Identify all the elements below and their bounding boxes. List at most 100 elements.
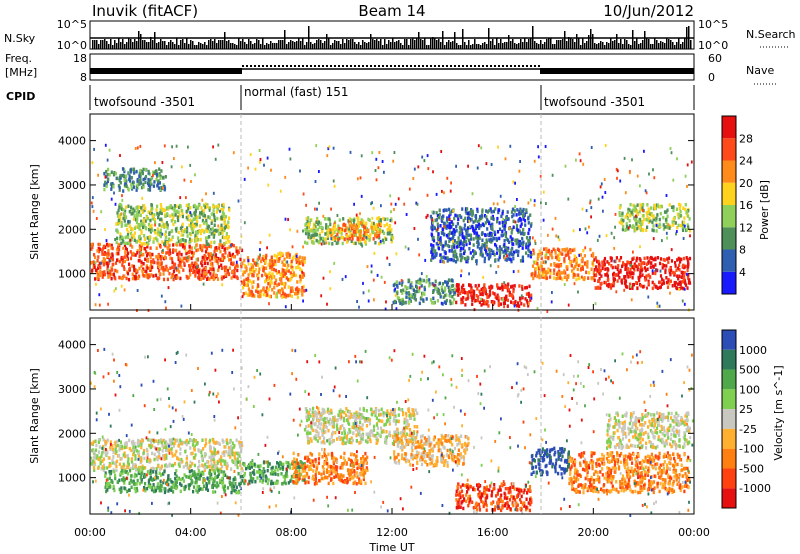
data-cell xyxy=(585,270,588,275)
data-cell xyxy=(444,301,447,305)
data-cell xyxy=(499,302,502,306)
nsky-bar xyxy=(576,34,578,49)
data-cell xyxy=(561,252,564,256)
data-cell xyxy=(129,179,132,183)
data-cell xyxy=(639,245,641,249)
data-cell xyxy=(176,456,179,461)
data-cell xyxy=(483,287,487,291)
data-cell xyxy=(157,230,160,234)
data-cell xyxy=(139,439,142,444)
data-cell xyxy=(649,275,652,279)
data-cell xyxy=(516,304,519,308)
data-cell xyxy=(372,237,375,241)
data-cell xyxy=(459,241,462,246)
data-cell xyxy=(108,252,111,257)
data-cell xyxy=(180,457,183,462)
data-cell xyxy=(507,238,510,242)
data-cell xyxy=(655,218,658,223)
data-cell xyxy=(274,281,277,285)
data-cell xyxy=(225,464,228,469)
data-cell xyxy=(142,274,145,278)
data-cell xyxy=(650,256,654,261)
data-cell xyxy=(142,267,145,271)
data-cell xyxy=(172,243,175,247)
data-cell xyxy=(687,273,690,277)
data-cell xyxy=(477,242,480,246)
data-cell xyxy=(610,231,613,235)
data-cell xyxy=(177,205,181,210)
nsky-bar xyxy=(242,39,244,49)
data-cell xyxy=(213,223,216,227)
data-cell xyxy=(564,164,567,168)
data-cell xyxy=(460,269,463,273)
nsky-bar xyxy=(292,41,294,49)
data-cell xyxy=(471,256,474,261)
data-cell xyxy=(504,157,507,161)
data-cell xyxy=(532,260,535,264)
data-cell xyxy=(375,178,378,182)
data-cell xyxy=(94,261,97,265)
data-cell xyxy=(433,226,437,231)
data-cell xyxy=(118,185,121,190)
data-cell xyxy=(448,207,451,212)
data-cell xyxy=(591,261,594,266)
data-cell xyxy=(103,463,106,468)
data-cell xyxy=(625,263,628,267)
data-cell xyxy=(210,221,213,225)
data-cell xyxy=(618,258,621,263)
data-cell xyxy=(594,286,597,290)
data-cell xyxy=(135,220,139,225)
data-cell xyxy=(507,288,510,292)
data-cell xyxy=(221,283,224,287)
data-cell xyxy=(443,293,447,298)
data-cell xyxy=(679,280,682,284)
data-cell xyxy=(315,144,318,148)
data-cell xyxy=(450,181,452,185)
data-cell xyxy=(181,224,184,229)
data-cell xyxy=(616,267,619,271)
data-cell xyxy=(468,225,471,228)
data-cell xyxy=(512,225,515,229)
data-cell xyxy=(254,268,257,272)
data-cell xyxy=(101,252,104,256)
data-cell xyxy=(161,161,164,164)
data-cell xyxy=(338,226,341,231)
nave-label: Nave xyxy=(746,64,774,77)
data-cell xyxy=(213,451,216,456)
data-cell xyxy=(434,279,437,283)
data-cell xyxy=(304,231,308,236)
data-cell xyxy=(114,238,116,241)
data-cell xyxy=(214,464,217,468)
power-ytick-label: 4000 xyxy=(58,135,86,148)
data-cell xyxy=(195,244,198,248)
data-cell xyxy=(470,288,473,292)
data-cell xyxy=(208,224,211,229)
data-cell xyxy=(268,284,272,288)
data-cell xyxy=(651,271,654,275)
data-cell xyxy=(269,259,272,263)
data-cell xyxy=(312,225,316,229)
nsky-bar xyxy=(178,45,180,49)
data-cell xyxy=(561,248,564,252)
data-cell xyxy=(405,295,408,299)
data-cell xyxy=(537,272,540,276)
data-cell xyxy=(250,290,254,295)
data-cell xyxy=(527,244,530,248)
data-cell xyxy=(475,262,478,266)
data-cell xyxy=(148,235,151,239)
data-cell xyxy=(109,182,113,186)
data-cell xyxy=(163,186,167,190)
nsky-bar xyxy=(570,38,572,49)
data-cell xyxy=(555,276,558,281)
data-cell xyxy=(195,269,198,274)
nsky-bar xyxy=(562,39,564,49)
data-cell xyxy=(483,256,486,261)
nsky-bar xyxy=(130,39,132,49)
data-cell xyxy=(670,151,673,155)
data-cell xyxy=(175,144,178,148)
nsky-bar xyxy=(288,42,290,49)
data-cell xyxy=(646,214,649,218)
data-cell xyxy=(114,171,117,176)
data-cell xyxy=(222,275,225,279)
nsky-bar xyxy=(298,38,300,49)
